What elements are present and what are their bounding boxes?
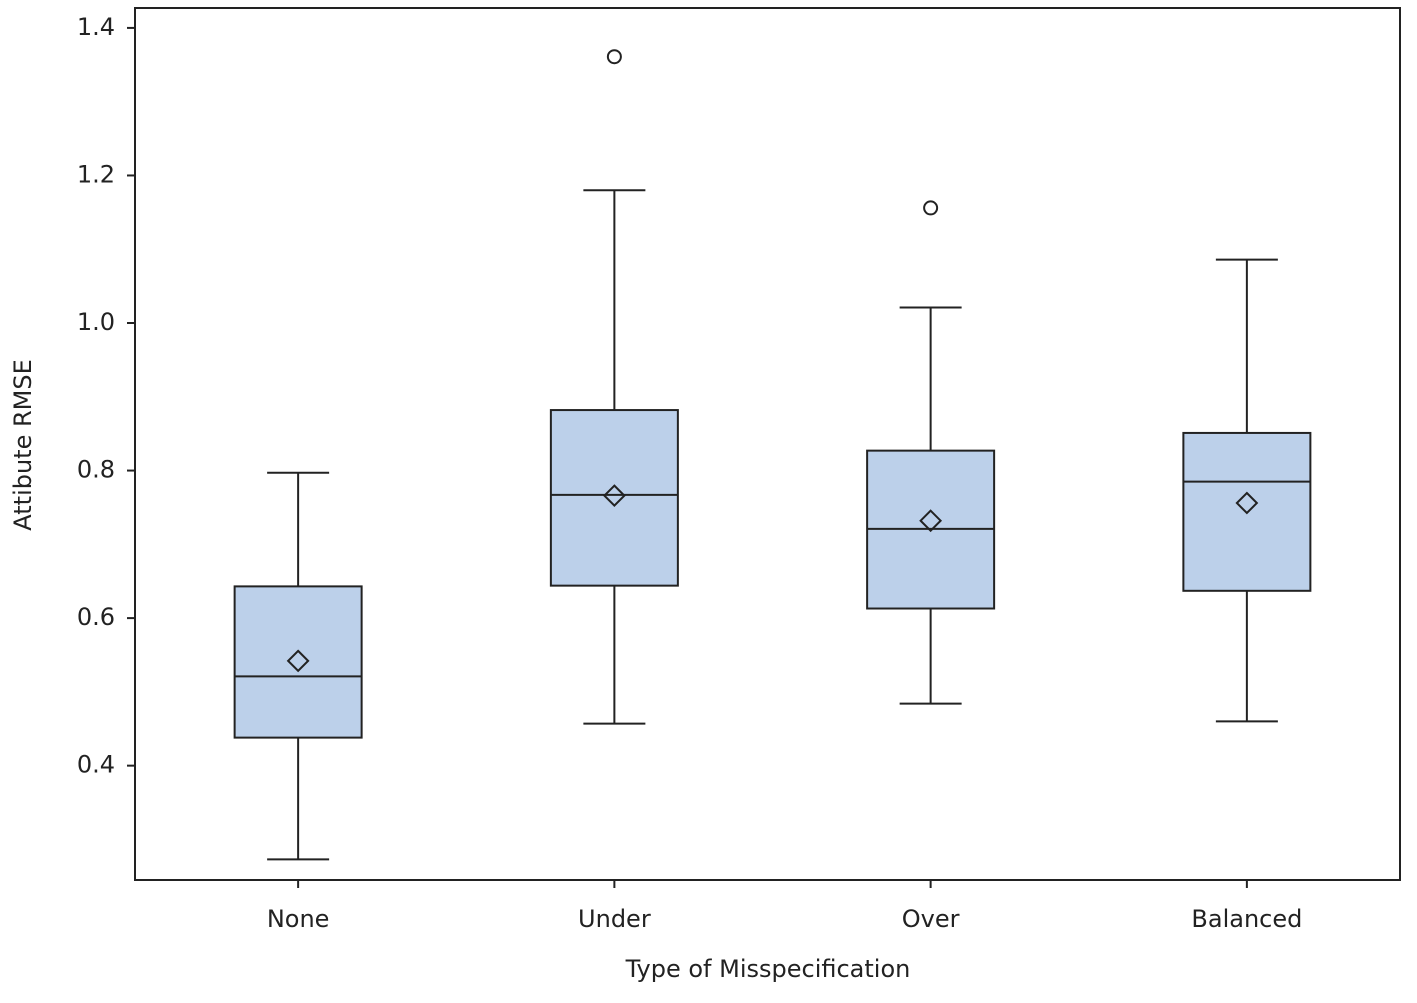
y-tick-label: 0.6 <box>77 603 115 631</box>
mean-marker <box>919 509 943 533</box>
y-tick-label: 1.4 <box>77 13 115 41</box>
x-tick-label: Balanced <box>1191 905 1302 933</box>
box <box>549 409 679 587</box>
y-tick-label: 1.2 <box>77 160 115 188</box>
mean-marker <box>602 484 626 508</box>
y-axis-label: Attibute RMSE <box>9 359 37 531</box>
x-tick-label: Under <box>578 905 651 933</box>
mean-marker <box>286 649 310 673</box>
y-tick-label: 1.0 <box>77 308 115 336</box>
box <box>233 585 363 739</box>
x-axis-label: Type of Misspecification <box>625 955 911 983</box>
mean-marker <box>1235 491 1259 515</box>
outlier <box>923 200 939 216</box>
plot-frame <box>134 7 1401 881</box>
y-tick-label: 0.4 <box>77 751 115 779</box>
outlier <box>606 49 622 65</box>
x-tick-label: None <box>267 905 330 933</box>
x-tick-label: Over <box>902 905 960 933</box>
y-tick-label: 0.8 <box>77 456 115 484</box>
